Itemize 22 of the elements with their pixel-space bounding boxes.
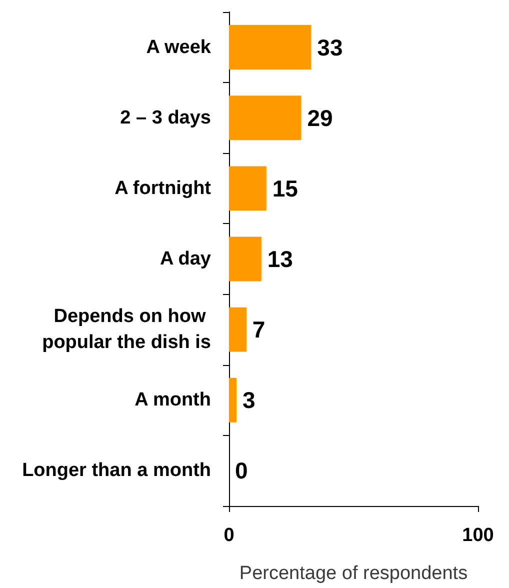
x-axis-title: Percentage of respondents xyxy=(239,563,468,584)
data-label: 33 xyxy=(317,34,343,60)
y-tick-label: Longer than a month xyxy=(22,460,211,482)
data-label: 15 xyxy=(272,175,298,202)
data-label: 13 xyxy=(267,246,293,272)
y-tick-label: A month xyxy=(134,390,211,411)
x-tick-label: 100 xyxy=(462,525,494,546)
bar xyxy=(229,96,302,140)
data-label: 0 xyxy=(235,458,248,484)
y-tick-label: 2 – 3 days xyxy=(120,107,211,128)
bar xyxy=(229,25,312,70)
data-label: 7 xyxy=(252,316,266,343)
data-label: 29 xyxy=(307,104,333,131)
bar xyxy=(229,378,236,422)
y-tick-label: A day xyxy=(160,248,212,270)
data-label: 3 xyxy=(242,387,256,414)
bar xyxy=(229,166,266,211)
y-tick-label: Depends on how popular the dish is xyxy=(42,306,211,354)
bar xyxy=(229,307,246,352)
y-tick-label: A fortnight xyxy=(114,178,212,199)
bar xyxy=(229,236,262,282)
y-tick-label: A week xyxy=(146,36,212,58)
